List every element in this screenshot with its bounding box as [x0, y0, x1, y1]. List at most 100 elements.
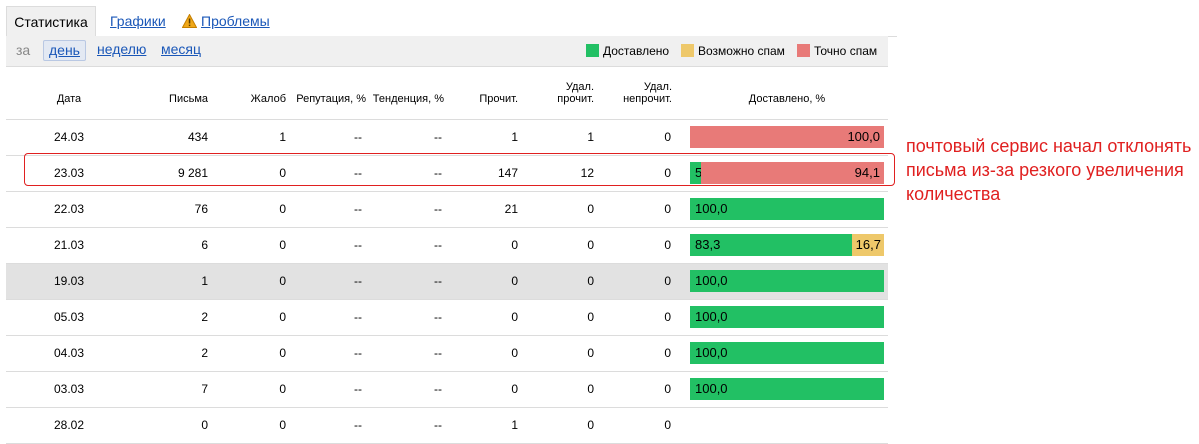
- table-row: 19.03 1 0 -- -- 0 0 0 100,0: [6, 264, 888, 300]
- tab-problems[interactable]: Проблемы: [181, 6, 270, 38]
- cell-trend: --: [434, 274, 442, 288]
- stats-table: Дата Письма Жалоб Репутация, % Тенденция…: [6, 67, 888, 444]
- cell-deleted-read: 0: [587, 382, 594, 396]
- cell-trend: --: [434, 346, 442, 360]
- cell-letters: 9 281: [177, 166, 208, 180]
- bar-segment-delivered: 83,3: [690, 234, 852, 256]
- cell-letters: 76: [194, 202, 208, 216]
- delivery-bar: 100,0: [690, 306, 884, 328]
- period-month-button[interactable]: месяц: [161, 41, 202, 57]
- cell-date: 22.03: [53, 202, 85, 216]
- warning-icon: [181, 8, 198, 38]
- legend-maybe-spam: Возможно спам: [681, 44, 785, 58]
- tab-problems-label: Проблемы: [201, 13, 270, 29]
- bar-segment-delivered: 100,0: [690, 198, 884, 220]
- period-bar: за день неделю месяц Доставлено Возможно…: [6, 36, 888, 67]
- cell-read: 0: [511, 346, 518, 360]
- delivery-bar: 100,0: [690, 378, 884, 400]
- cell-complaints: 0: [279, 346, 286, 360]
- cell-deleted-unread: 0: [664, 418, 671, 432]
- header-read[interactable]: Прочит.: [479, 93, 518, 105]
- cell-reputation: --: [354, 418, 362, 432]
- cell-trend: --: [434, 382, 442, 396]
- table-row: 28.02 0 0 -- -- 1 0 0: [6, 408, 888, 444]
- delivery-bar: 100,0: [690, 198, 884, 220]
- legend-delivered: Доставлено: [586, 44, 669, 58]
- cell-reputation: --: [354, 130, 362, 144]
- period-prefix: за: [16, 42, 31, 58]
- cell-complaints: 0: [279, 310, 286, 324]
- delivery-bar: 100,0: [690, 342, 884, 364]
- header-deleted-unread-line1: Удал.: [643, 81, 672, 93]
- header-letters[interactable]: Письма: [169, 93, 208, 105]
- table-row: 22.03 76 0 -- -- 21 0 0 100,0: [6, 192, 888, 228]
- cell-complaints: 0: [279, 202, 286, 216]
- delivery-bar: 83,3 16,7: [690, 234, 884, 256]
- table-row: 24.03 434 1 -- -- 1 1 0 100,0: [6, 120, 888, 156]
- legend-spam: Точно спам: [797, 44, 877, 58]
- header-deleted-read[interactable]: Удал. прочит.: [550, 81, 594, 105]
- header-delivered[interactable]: Доставлено, %: [748, 93, 826, 105]
- cell-read: 0: [511, 238, 518, 252]
- cell-reputation: --: [354, 346, 362, 360]
- bar-segment-delivered: 100,0: [690, 306, 884, 328]
- cell-reputation: --: [354, 166, 362, 180]
- cell-deleted-unread: 0: [664, 202, 671, 216]
- tab-charts[interactable]: Графики: [110, 13, 166, 29]
- cell-deleted-read: 0: [587, 274, 594, 288]
- cell-complaints: 0: [279, 418, 286, 432]
- cell-deleted-read: 1: [587, 130, 594, 144]
- annotation-note: почтовый сервис начал отклонять письма и…: [906, 136, 1192, 204]
- cell-read: 21: [504, 202, 518, 216]
- cell-deleted-unread: 0: [664, 346, 671, 360]
- cell-letters: 2: [201, 310, 208, 324]
- delivery-bar: 100,0: [690, 270, 884, 292]
- cell-trend: --: [434, 310, 442, 324]
- bar-segment-delivered: 5,8: [690, 162, 702, 184]
- cell-trend: --: [434, 130, 442, 144]
- bar-segment-delivered: 100,0: [690, 378, 884, 400]
- cell-date: 19.03: [53, 274, 85, 288]
- header-date[interactable]: Дата: [56, 93, 82, 105]
- period-week-button[interactable]: неделю: [97, 41, 147, 57]
- cell-read: 1: [511, 418, 518, 432]
- header-deleted-read-line1: Удал.: [565, 81, 594, 93]
- table-row: 21.03 6 0 -- -- 0 0 0 83,3 16,7: [6, 228, 888, 264]
- cell-reputation: --: [354, 382, 362, 396]
- legend-swatch-delivered: [586, 44, 599, 57]
- period-day-button[interactable]: день: [43, 40, 86, 61]
- cell-deleted-read: 0: [587, 310, 594, 324]
- cell-deleted-unread: 0: [664, 238, 671, 252]
- cell-complaints: 0: [279, 166, 286, 180]
- table-row: 03.03 7 0 -- -- 0 0 0 100,0: [6, 372, 888, 408]
- cell-trend: --: [434, 418, 442, 432]
- header-trend[interactable]: Тенденция, %: [372, 93, 444, 105]
- bar-segment-delivered: 100,0: [690, 342, 884, 364]
- legend-label: Точно спам: [814, 44, 878, 58]
- legend-swatch-maybe-spam: [681, 44, 694, 57]
- delivery-bar: 5,894,1: [690, 162, 884, 184]
- tab-statistics[interactable]: Статистика: [6, 6, 96, 37]
- cell-date: 23.03: [53, 166, 85, 180]
- header-reputation[interactable]: Репутация, %: [296, 93, 366, 105]
- cell-complaints: 1: [279, 130, 286, 144]
- cell-read: 0: [511, 382, 518, 396]
- cell-reputation: --: [354, 310, 362, 324]
- cell-deleted-read: 0: [587, 238, 594, 252]
- cell-date: 24.03: [53, 130, 85, 144]
- bar-segment-maybe-spam: 16,7: [851, 234, 884, 256]
- bar-segment-delivered: 100,0: [690, 270, 884, 292]
- header-complaints[interactable]: Жалоб: [250, 93, 286, 105]
- cell-deleted-unread: 0: [664, 166, 671, 180]
- cell-deleted-unread: 0: [664, 274, 671, 288]
- cell-reputation: --: [354, 202, 362, 216]
- delivery-bar: 100,0: [690, 126, 884, 148]
- cell-letters: 7: [201, 382, 208, 396]
- cell-trend: --: [434, 202, 442, 216]
- table-row: 05.03 2 0 -- -- 0 0 0 100,0: [6, 300, 888, 336]
- cell-deleted-read: 0: [587, 202, 594, 216]
- cell-letters: 434: [187, 130, 208, 144]
- cell-trend: --: [434, 166, 442, 180]
- header-deleted-unread[interactable]: Удал. непрочит.: [618, 81, 672, 105]
- highlight-box: [24, 153, 895, 186]
